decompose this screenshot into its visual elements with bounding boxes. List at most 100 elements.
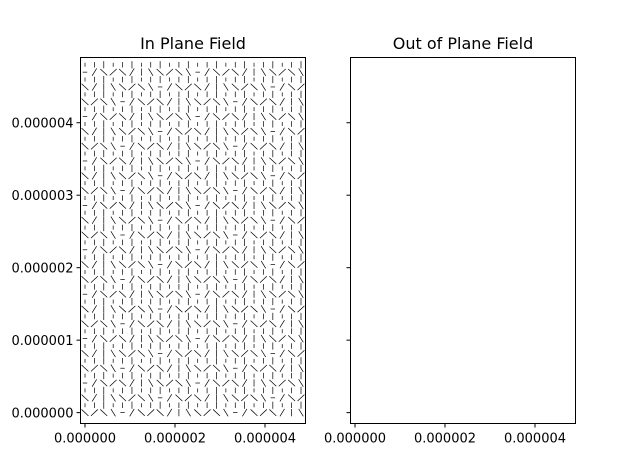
field-vector	[250, 98, 258, 106]
field-vector	[128, 127, 136, 135]
field-vector	[184, 127, 192, 135]
field-vector	[212, 379, 221, 387]
field-vector	[185, 408, 191, 417]
in-plane-y-tick-label: 0.000000	[11, 407, 73, 422]
field-vector	[250, 261, 258, 269]
field-vector	[231, 68, 239, 76]
field-vector	[298, 334, 304, 343]
field-vector	[298, 112, 304, 121]
field-vector	[223, 97, 229, 106]
field-vector	[81, 187, 89, 195]
field-vector	[298, 290, 304, 299]
field-vector	[240, 349, 249, 357]
field-vector	[175, 157, 183, 165]
field-vector	[128, 83, 136, 91]
field-vector	[278, 335, 286, 343]
field-vector	[156, 364, 164, 372]
field-vector	[212, 290, 221, 298]
field-vector	[194, 98, 202, 106]
field-vector	[156, 68, 164, 76]
field-vector	[128, 261, 136, 269]
field-vector	[166, 127, 173, 136]
field-vector	[212, 98, 221, 106]
field-vector	[203, 275, 211, 283]
field-vector	[278, 246, 286, 254]
field-vector	[147, 364, 155, 372]
field-vector	[90, 320, 99, 328]
field-vector	[297, 127, 305, 135]
field-vector	[222, 113, 230, 121]
field-vector	[129, 201, 135, 210]
field-vector	[81, 409, 89, 417]
field-vector	[287, 83, 296, 91]
field-vector	[100, 320, 108, 328]
field-vector	[185, 68, 191, 76]
field-vector	[81, 364, 89, 372]
field-vector	[242, 290, 248, 299]
field-vector	[110, 305, 116, 313]
field-vector	[240, 127, 249, 135]
field-vector	[165, 246, 174, 254]
field-vector	[165, 379, 174, 387]
field-vector	[242, 68, 248, 76]
field-vector	[269, 142, 277, 150]
field-vector	[212, 201, 221, 209]
field-vector	[250, 187, 258, 195]
field-vector	[129, 112, 135, 121]
field-vector	[259, 320, 268, 328]
field-vector	[184, 83, 192, 91]
field-vector	[204, 245, 210, 254]
field-vector	[298, 157, 304, 165]
field-vector	[156, 187, 164, 195]
field-vector	[231, 261, 239, 269]
field-vector	[204, 260, 210, 269]
field-vector	[118, 305, 127, 313]
field-vector	[184, 349, 192, 357]
field-vector	[223, 393, 229, 402]
field-vector	[204, 83, 210, 91]
field-vector	[148, 260, 154, 269]
field-vector	[118, 290, 127, 298]
field-vector	[269, 157, 277, 165]
field-vector	[242, 231, 248, 239]
field-vector	[278, 201, 286, 209]
field-vector	[109, 290, 117, 298]
field-vector	[118, 201, 127, 209]
field-vector	[298, 319, 304, 328]
field-vector	[194, 320, 202, 328]
field-vector	[287, 201, 296, 209]
field-vector	[259, 187, 268, 195]
field-vector	[203, 98, 211, 106]
field-vector	[81, 394, 89, 402]
field-vector	[269, 246, 277, 254]
field-vector	[147, 320, 155, 328]
field-vector	[279, 83, 285, 91]
field-vector	[137, 187, 146, 195]
out-of-plane-field-plot-area	[350, 57, 576, 424]
field-vector	[175, 290, 183, 298]
field-vector	[231, 216, 239, 224]
field-vector	[137, 172, 146, 180]
field-vector	[165, 157, 174, 165]
field-vector	[194, 127, 202, 135]
field-vector	[175, 394, 183, 402]
field-vector	[156, 201, 164, 209]
field-vector	[129, 364, 135, 373]
field-vector	[222, 290, 230, 298]
in-plane-y-tick-label: 0.000004	[11, 117, 73, 132]
field-vector	[222, 335, 230, 343]
field-vector	[260, 393, 267, 402]
field-vector	[269, 98, 277, 106]
field-vector	[194, 305, 202, 313]
field-vector	[204, 201, 210, 210]
field-vector	[166, 83, 173, 91]
field-vector	[148, 127, 154, 136]
field-vector	[298, 379, 304, 387]
field-vector	[223, 305, 229, 313]
field-vector	[100, 68, 108, 76]
field-vector	[109, 246, 117, 254]
field-vector	[110, 408, 116, 417]
field-vector	[240, 305, 249, 313]
field-vector	[110, 97, 116, 106]
field-vector	[231, 157, 239, 165]
